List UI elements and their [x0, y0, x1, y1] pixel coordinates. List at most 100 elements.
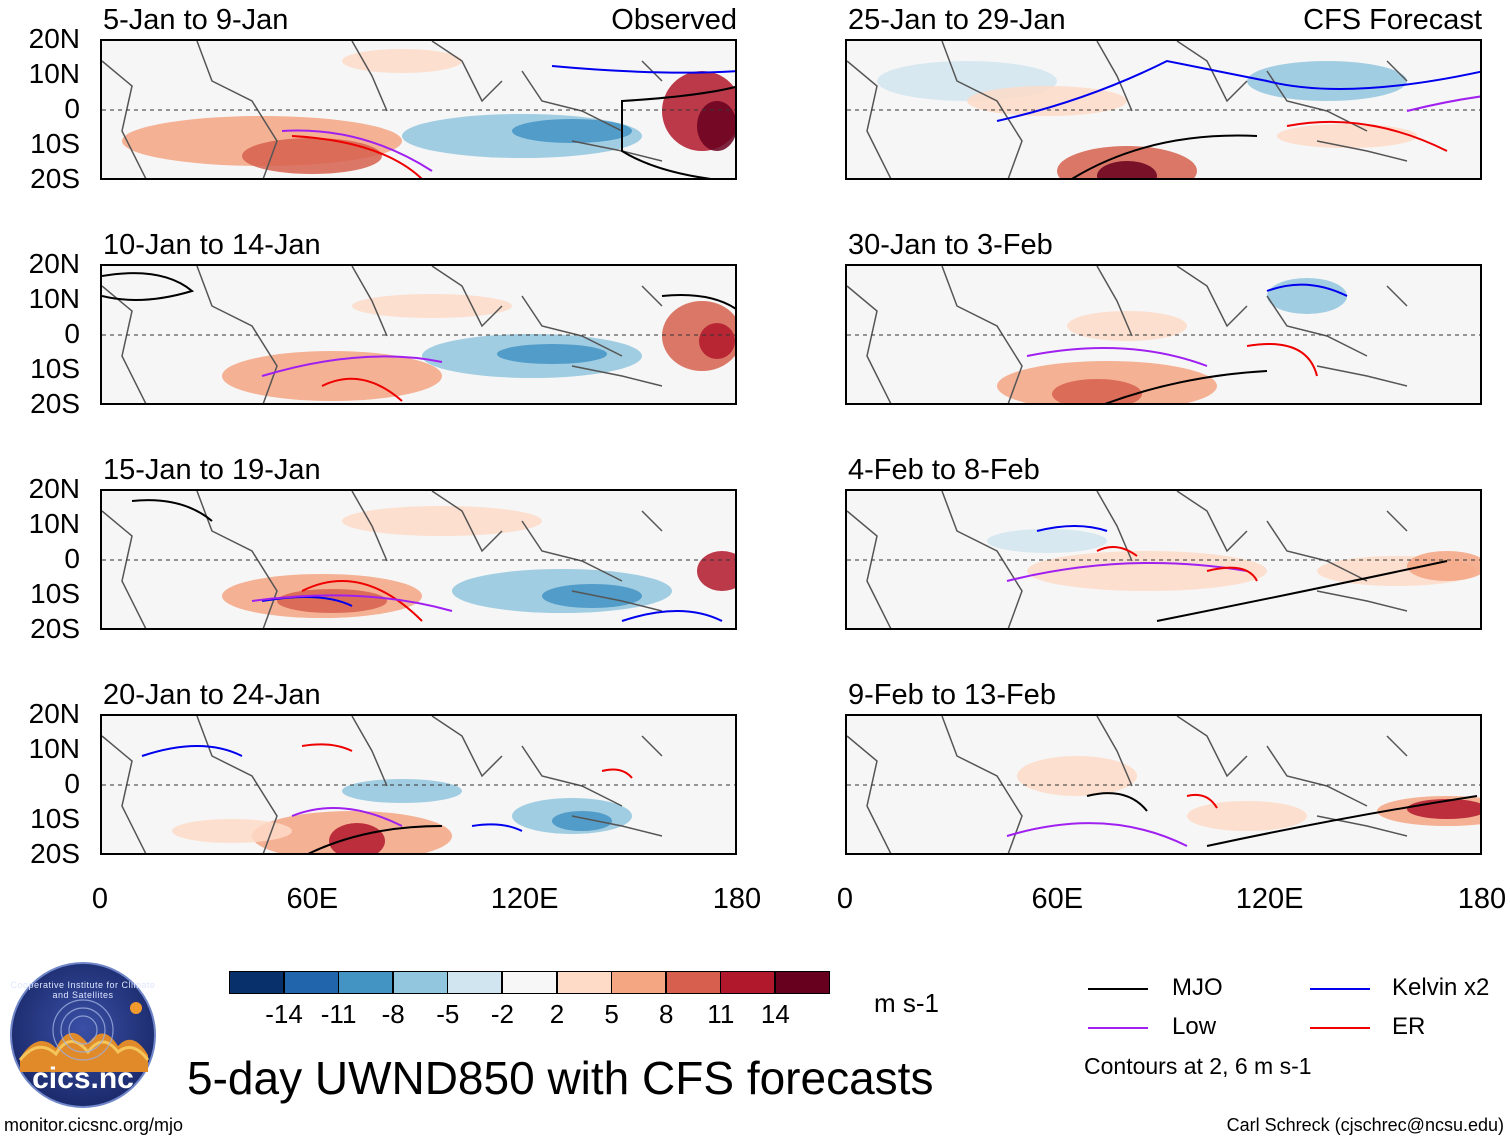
- wind-anomaly-map: [847, 41, 1480, 178]
- lat-label: 10S: [30, 803, 80, 834]
- wind-anomaly-shading: [342, 49, 462, 73]
- wave-contour: [1206, 795, 1478, 847]
- wave-contour: [291, 135, 423, 178]
- colorbar-swatch: [775, 971, 830, 994]
- colorbar-label: -5: [436, 999, 460, 1029]
- wave-contour: [307, 825, 443, 853]
- panel-source-tag: Observed: [611, 4, 737, 36]
- legend-line-mjo: [1088, 988, 1148, 990]
- lon-label: 60E: [286, 883, 339, 915]
- lat-label: 20N: [28, 23, 80, 54]
- lat-label: 10S: [30, 353, 80, 384]
- legend-label-kelvin: Kelvin x2: [1392, 974, 1490, 1001]
- wave-contour: [1026, 347, 1208, 367]
- wave-contour: [131, 499, 213, 522]
- wave-contour: [1071, 134, 1258, 178]
- coastline: [847, 716, 1408, 853]
- wind-anomaly-shading: [699, 323, 735, 359]
- colorbar-label: 14: [760, 999, 790, 1029]
- figure-title: 5-day UWND850 with CFS forecasts: [187, 1052, 934, 1104]
- wave-contour: [1006, 822, 1188, 847]
- wave-contour: [621, 85, 735, 178]
- wind-anomaly-map: [847, 491, 1480, 628]
- wave-contour: [601, 768, 633, 779]
- lon-label: 120E: [490, 883, 559, 915]
- panel-title: 4-Feb to 8-Feb: [848, 454, 1040, 486]
- colorbar-swatch: [447, 971, 503, 994]
- colorbar-swatch: [665, 971, 721, 994]
- wave-contour: [291, 807, 403, 827]
- logo-icon: [10, 962, 156, 1108]
- colorbar-label: 8: [658, 999, 674, 1029]
- wind-anomaly-shading: [697, 551, 735, 591]
- colorbar-swatch: [338, 971, 394, 994]
- wave-contour: [661, 294, 735, 310]
- wind-anomaly-shading: [1277, 124, 1417, 148]
- lat-label: 10N: [28, 508, 80, 539]
- wave-contour: [1036, 525, 1108, 532]
- lat-label: 0: [64, 318, 80, 349]
- lat-label: 20N: [28, 248, 80, 279]
- lat-label: 10S: [30, 578, 80, 609]
- wind-anomaly-shading: [697, 101, 735, 151]
- lat-label: 10N: [28, 283, 80, 314]
- lat-label: 10S: [30, 128, 80, 159]
- legend-label-er: ER: [1392, 1013, 1426, 1040]
- map-panel: [845, 39, 1482, 180]
- colorbar-swatch: [283, 971, 339, 994]
- panel-source-tag: CFS Forecast: [1303, 4, 1482, 36]
- wind-anomaly-shading: [967, 86, 1127, 116]
- wave-contour: [281, 129, 433, 172]
- colorbar-label: 2: [549, 999, 565, 1029]
- wind-anomaly-shading: [1187, 801, 1307, 831]
- logo-text: cics.nc: [32, 1062, 134, 1095]
- wind-anomaly-shading: [497, 344, 607, 364]
- wind-anomaly-shading: [1247, 61, 1407, 101]
- colorbar-label: -8: [381, 999, 405, 1029]
- wave-contour: [301, 580, 423, 622]
- map-panel: [100, 714, 737, 855]
- lat-label: 20N: [28, 473, 80, 504]
- wave-contour: [1286, 120, 1448, 152]
- logo-ring-text: Cooperative Institute for Climate and Sa…: [10, 980, 156, 1000]
- wind-anomaly-shading: [222, 351, 442, 401]
- lat-label: 10N: [28, 58, 80, 89]
- lat-label: 10N: [28, 733, 80, 764]
- wind-anomaly-shading: [172, 819, 292, 843]
- wave-contour: [1246, 343, 1318, 377]
- coastline: [102, 266, 663, 403]
- wind-anomaly-shading: [242, 138, 382, 174]
- lon-label: 180: [1457, 883, 1507, 915]
- lat-label: 20S: [30, 163, 80, 194]
- panel-title: 30-Jan to 3-Feb: [848, 229, 1053, 261]
- wind-anomaly-map: [102, 716, 735, 853]
- wind-anomaly-shading: [512, 119, 632, 143]
- wave-contour: [1096, 546, 1138, 557]
- wind-anomaly-map: [847, 266, 1480, 403]
- coastline: [847, 41, 1408, 178]
- colorbar-label: 5: [604, 999, 619, 1029]
- colorbar-units: m s-1: [874, 988, 939, 1018]
- wind-anomaly-shading: [1052, 379, 1142, 403]
- footer-credit: Carl Schreck (cjschrec@ncsu.edu): [1226, 1115, 1504, 1135]
- legend-line-er: [1310, 1027, 1370, 1029]
- panel-title: 15-Jan to 19-Jan: [103, 454, 321, 486]
- colorbar-label: 11: [707, 999, 735, 1029]
- colorbar-label: -2: [490, 999, 514, 1029]
- wave-contour: [1104, 370, 1268, 403]
- wind-anomaly-shading: [1017, 756, 1137, 796]
- map-panel: [100, 489, 737, 630]
- colorbar-swatch: [556, 971, 612, 994]
- wave-contour: [1266, 283, 1348, 297]
- wind-anomaly-shading: [552, 811, 612, 831]
- wave-contour: [1006, 562, 1248, 582]
- lat-label: 0: [64, 93, 80, 124]
- legend-label-mjo: MJO: [1172, 974, 1223, 1001]
- lon-label: 0: [836, 883, 854, 915]
- wave-contour: [551, 65, 735, 74]
- wind-anomaly-shading: [329, 823, 385, 853]
- wind-anomaly-shading: [987, 529, 1107, 553]
- wave-contour: [251, 594, 453, 612]
- wind-anomaly-shading: [1407, 551, 1480, 581]
- map-panel: [100, 264, 737, 405]
